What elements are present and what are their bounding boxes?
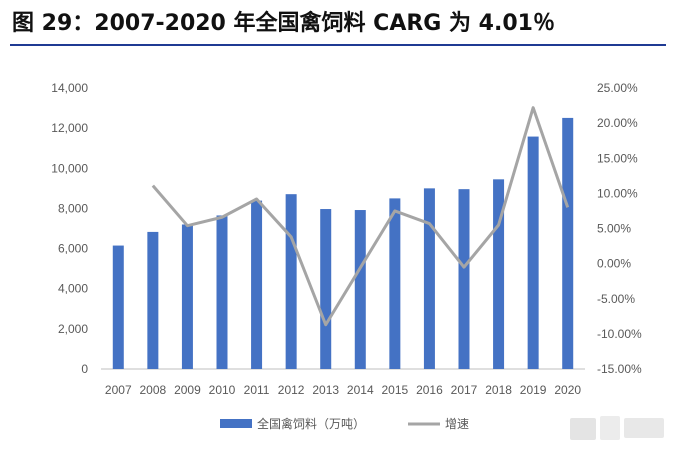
bar-2016 [423,188,435,369]
bar-2010 [216,215,228,369]
y-right-tick: 5.00% [597,222,631,236]
title-underline [10,44,666,46]
y-right-tick: -5.00% [597,292,635,306]
watermark-block [624,418,664,438]
y-left-tick: 4,000 [58,282,88,296]
legend-label-line: 增速 [445,417,469,431]
bar-2007 [112,245,124,369]
x-tick-2014: 2014 [347,383,374,397]
chart-title: 图 29：2007-2020 年全国禽饲料 CARG 为 4.01％ [12,11,555,36]
bar-2017 [458,189,470,369]
x-tick-2010: 2010 [209,383,236,397]
y-right-tick: 20.00% [597,116,638,130]
y-right-tick: 10.00% [597,186,638,200]
x-tick-2017: 2017 [451,383,478,397]
y-right-tick: 15.00% [597,151,638,165]
bar-2008 [147,231,159,369]
y-right-tick: -15.00% [597,362,642,376]
x-tick-2011: 2011 [244,383,270,397]
bar-2009 [181,224,193,369]
y-left-tick: 0 [81,362,88,376]
x-tick-2013: 2013 [312,383,339,397]
y-right-tick: -10.00% [597,327,642,341]
y-left-tick: 10,000 [51,161,88,175]
legend-swatch-bar [220,419,252,428]
bar-2018 [493,179,505,369]
y-left-tick: 2,000 [58,322,88,336]
bar-2011 [251,200,263,369]
x-tick-2012: 2012 [278,383,305,397]
y-left-tick: 12,000 [51,121,88,135]
x-tick-2009: 2009 [174,383,201,397]
bar-2015 [389,198,401,369]
y-right-tick: 25.00% [597,81,638,95]
x-tick-2016: 2016 [416,383,443,397]
bar-2012 [285,194,297,369]
bar-2019 [527,136,539,369]
x-tick-2015: 2015 [382,383,409,397]
watermark-block [600,416,620,440]
y-left-tick: 8,000 [58,201,88,215]
y-left-tick: 6,000 [58,242,88,256]
x-tick-2008: 2008 [140,383,167,397]
legend-label-bar: 全国禽饲料（万吨） [257,416,365,431]
bar-2013 [320,209,332,369]
x-tick-2007: 2007 [105,383,132,397]
y-left-tick: 14,000 [51,81,88,95]
x-tick-2018: 2018 [485,383,512,397]
watermark-block [570,418,596,440]
bar-2014 [354,210,366,369]
y-right-tick: 0.00% [597,257,631,271]
x-tick-2020: 2020 [554,383,581,397]
bar-2020 [562,117,574,369]
x-tick-2019: 2019 [520,383,547,397]
